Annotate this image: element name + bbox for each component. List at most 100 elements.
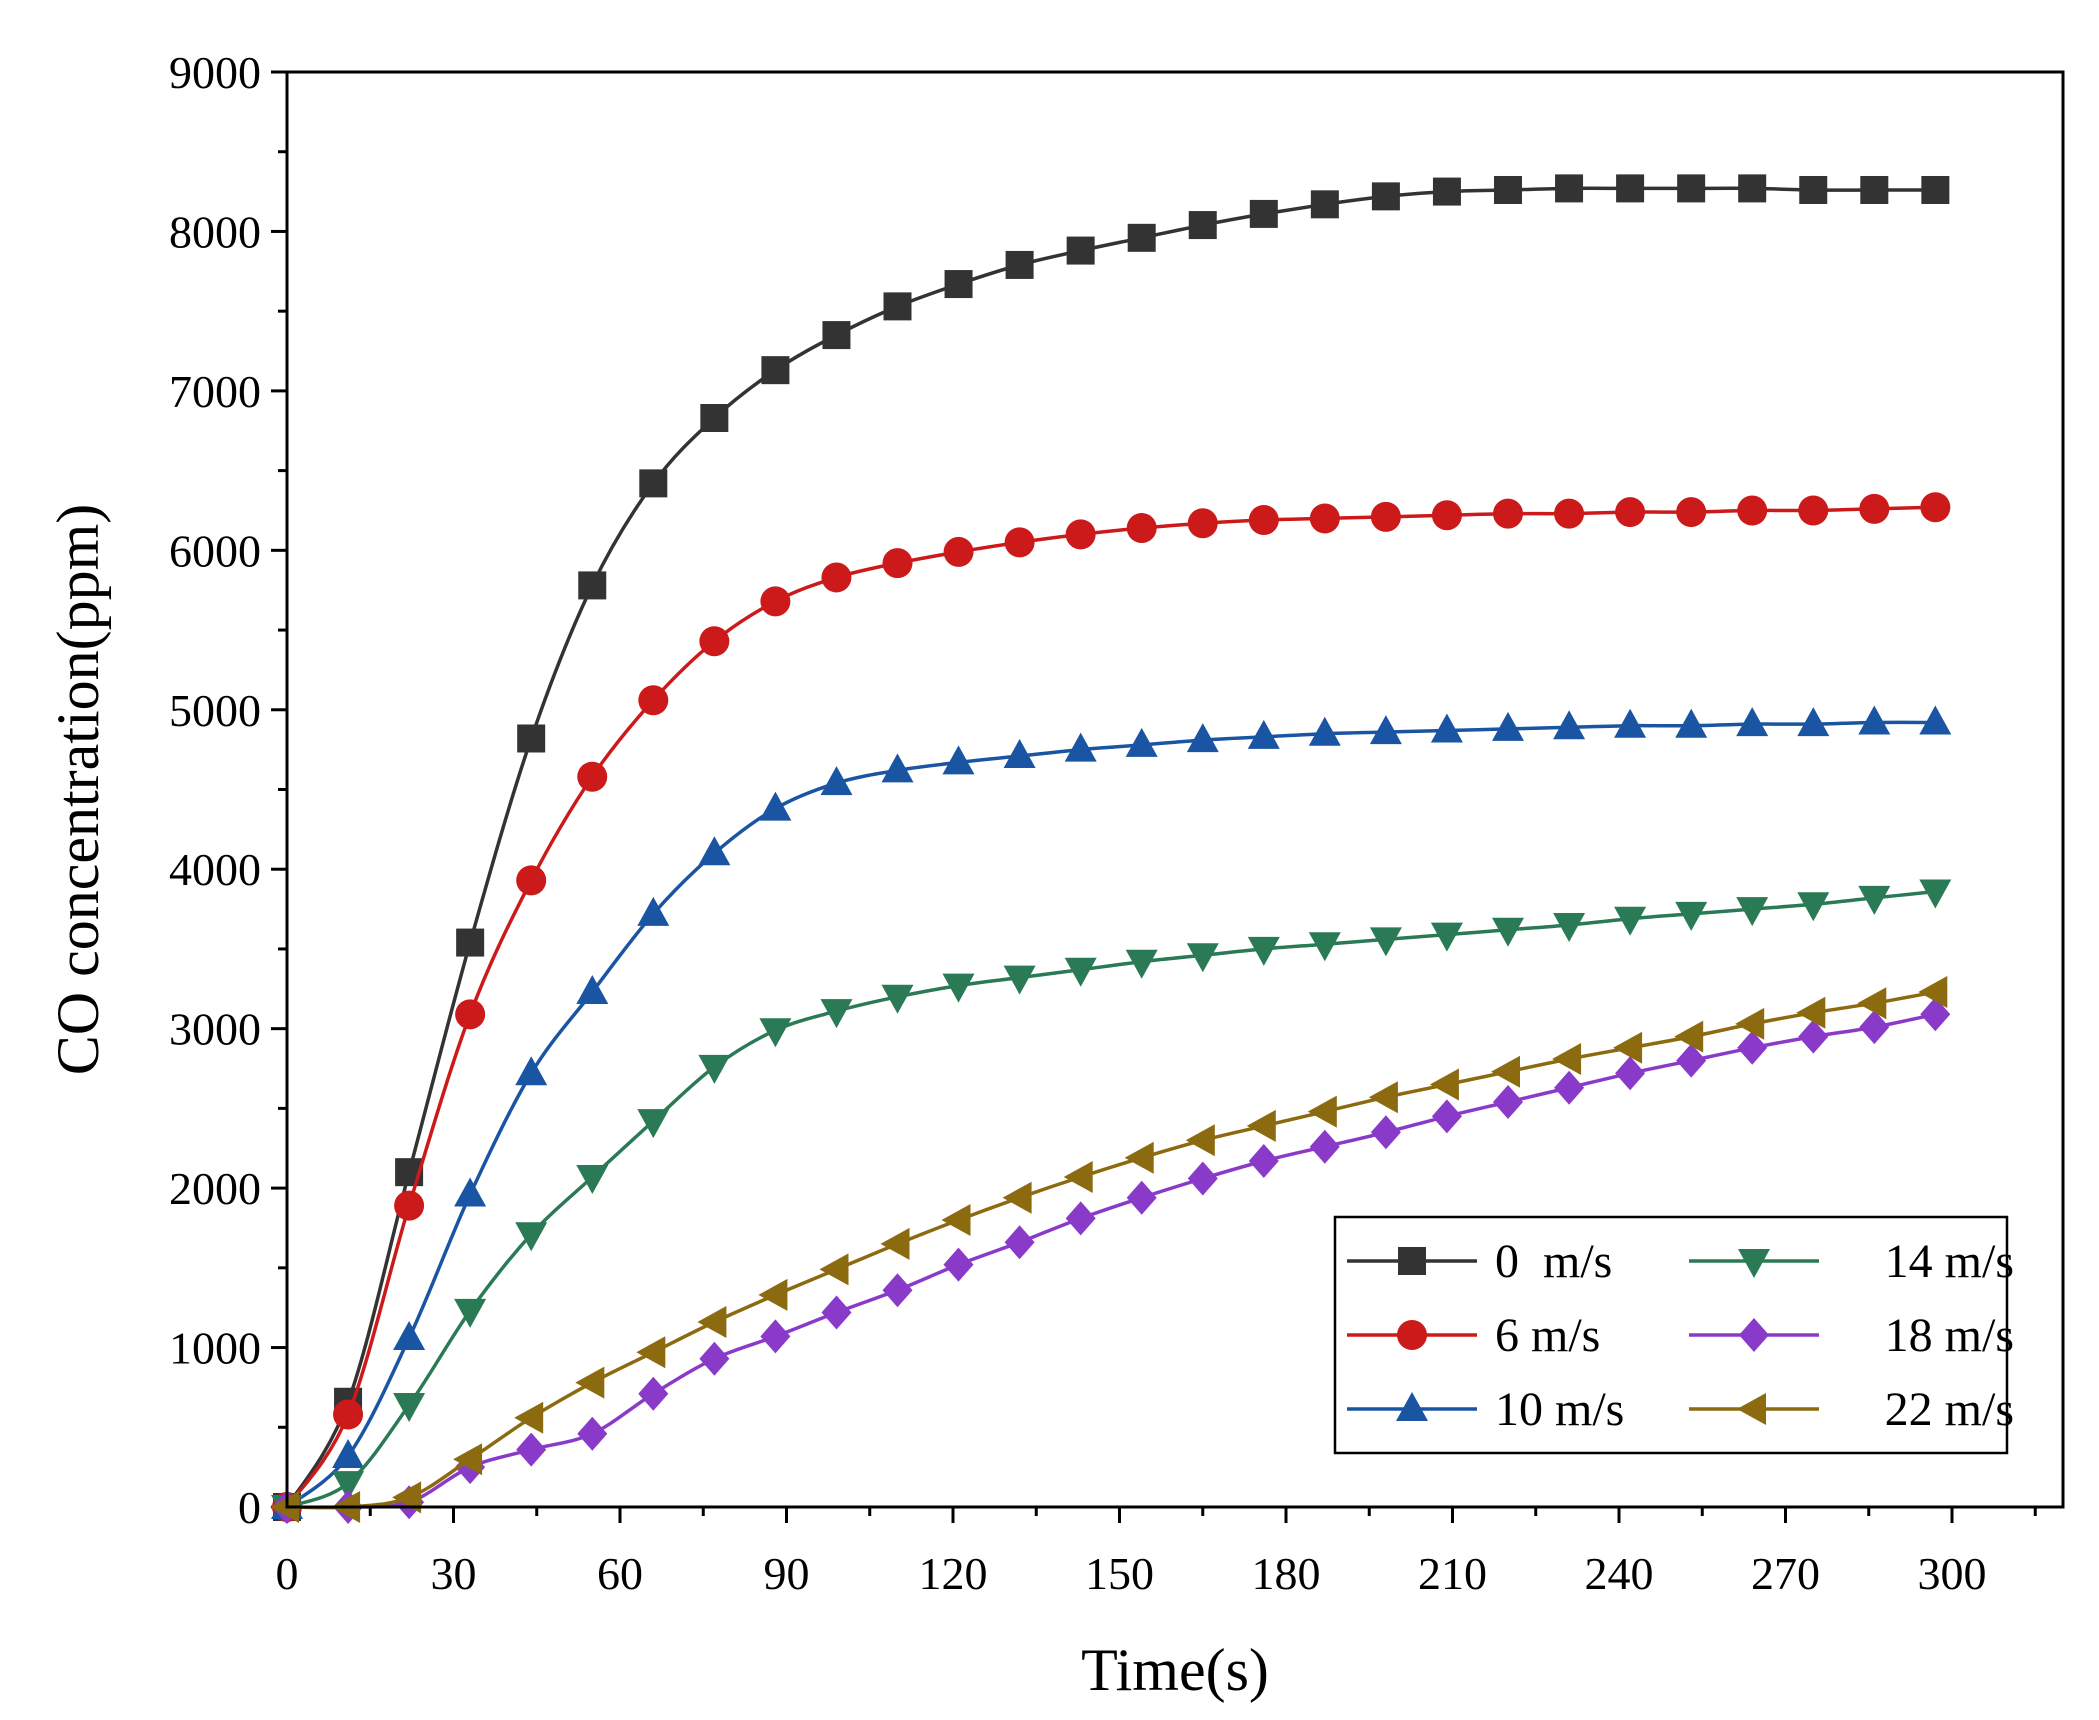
data-point <box>821 562 852 593</box>
legend-label: 18 m/s <box>1885 1309 2014 1362</box>
data-point <box>943 1247 974 1282</box>
data-point <box>1615 497 1646 528</box>
data-point <box>332 1471 365 1501</box>
data-point <box>1736 707 1769 737</box>
data-point <box>1186 723 1219 753</box>
data-point <box>1005 250 1034 279</box>
data-point <box>758 1278 788 1311</box>
data-point <box>1920 997 1951 1032</box>
data-point <box>1248 1144 1279 1178</box>
data-point <box>1797 892 1830 922</box>
data-point <box>577 761 608 792</box>
data-point <box>1492 711 1524 741</box>
data-point <box>1796 996 1826 1029</box>
legend-marker <box>1738 1249 1770 1278</box>
data-point <box>1493 498 1523 529</box>
data-point <box>1857 987 1887 1020</box>
data-point <box>700 403 729 432</box>
legend-marker <box>1398 1247 1426 1275</box>
axis-ticks: 0 30 60 90 120 150 180 210 240 270 300010002000300… <box>169 47 2037 1599</box>
data-point <box>699 626 730 657</box>
data-point <box>515 1222 548 1252</box>
data-point <box>1431 500 1462 531</box>
y-tick-label: 7000 <box>169 366 261 417</box>
data-point <box>1675 708 1708 738</box>
data-point <box>1736 897 1769 927</box>
data-point <box>1491 1055 1520 1088</box>
plot-frame <box>285 70 2065 1509</box>
y-tick-label: 2000 <box>169 1163 261 1214</box>
x-tick-label: 120 <box>919 1548 988 1599</box>
data-point <box>941 1204 971 1236</box>
data-point <box>822 321 851 350</box>
data-point <box>1675 901 1708 931</box>
data-point <box>1065 519 1096 550</box>
data-point <box>699 1341 730 1376</box>
data-point <box>1066 236 1095 265</box>
series-0 <box>273 174 1950 1521</box>
data-point <box>639 469 668 498</box>
data-point <box>1737 1030 1768 1065</box>
x-tick-label: 240 <box>1585 1548 1654 1599</box>
data-point <box>942 973 975 1003</box>
data-point <box>1308 932 1341 962</box>
data-point <box>1920 492 1951 523</box>
data-point <box>1429 1068 1459 1101</box>
data-point <box>1185 1124 1215 1157</box>
data-point <box>760 586 791 617</box>
y-axis-title: CO concentration(ppm) <box>45 504 111 1076</box>
series-1 <box>272 492 1951 1522</box>
data-point <box>1554 1070 1585 1105</box>
data-point <box>516 865 547 896</box>
data-point <box>1004 1225 1035 1260</box>
data-point <box>1677 174 1706 203</box>
data-point <box>393 1321 426 1350</box>
data-point <box>637 896 670 926</box>
x-axis-title: Time(s) <box>1081 1637 1269 1703</box>
data-point <box>1309 1129 1340 1164</box>
data-point <box>1187 1161 1218 1196</box>
data-point <box>880 1227 910 1260</box>
data-point <box>637 1109 670 1139</box>
data-point <box>1860 175 1889 204</box>
x-tick-label: 60 <box>597 1548 643 1599</box>
series-4 <box>272 997 1951 1524</box>
data-point <box>1369 927 1402 957</box>
data-point <box>1737 495 1768 526</box>
data-point <box>453 1443 483 1476</box>
data-point <box>270 1491 299 1523</box>
data-point <box>1613 1031 1643 1064</box>
y-tick-label: 5000 <box>169 685 261 736</box>
data-point <box>1798 495 1829 526</box>
series-3 <box>271 879 1952 1524</box>
legend-marker <box>1396 1392 1428 1421</box>
x-tick-label: 0 <box>276 1548 299 1599</box>
data-point <box>1858 705 1891 735</box>
legend-label: 6 m/s <box>1495 1309 1600 1362</box>
x-tick-label: 150 <box>1085 1548 1154 1599</box>
data-point <box>1858 885 1891 915</box>
data-point <box>1310 190 1339 219</box>
data-point <box>1735 1007 1765 1040</box>
data-point <box>1247 719 1280 749</box>
data-point <box>394 1190 425 1221</box>
data-point <box>1859 1010 1890 1045</box>
data-point <box>698 1054 731 1084</box>
data-point <box>333 1399 364 1430</box>
data-point <box>1553 710 1586 740</box>
data-point <box>638 1376 669 1411</box>
data-point <box>943 536 974 567</box>
data-point <box>1063 1161 1093 1193</box>
data-point <box>1125 949 1158 979</box>
data-point <box>1187 508 1218 539</box>
data-point <box>697 1306 727 1338</box>
data-point <box>1370 1115 1401 1150</box>
data-point <box>1186 943 1219 973</box>
data-point <box>883 292 912 321</box>
data-point <box>1738 174 1767 203</box>
data-point <box>882 548 913 579</box>
data-point <box>1371 182 1400 211</box>
legend-entry: 22 m/s <box>1689 1383 2014 1436</box>
data-point <box>1003 739 1036 768</box>
